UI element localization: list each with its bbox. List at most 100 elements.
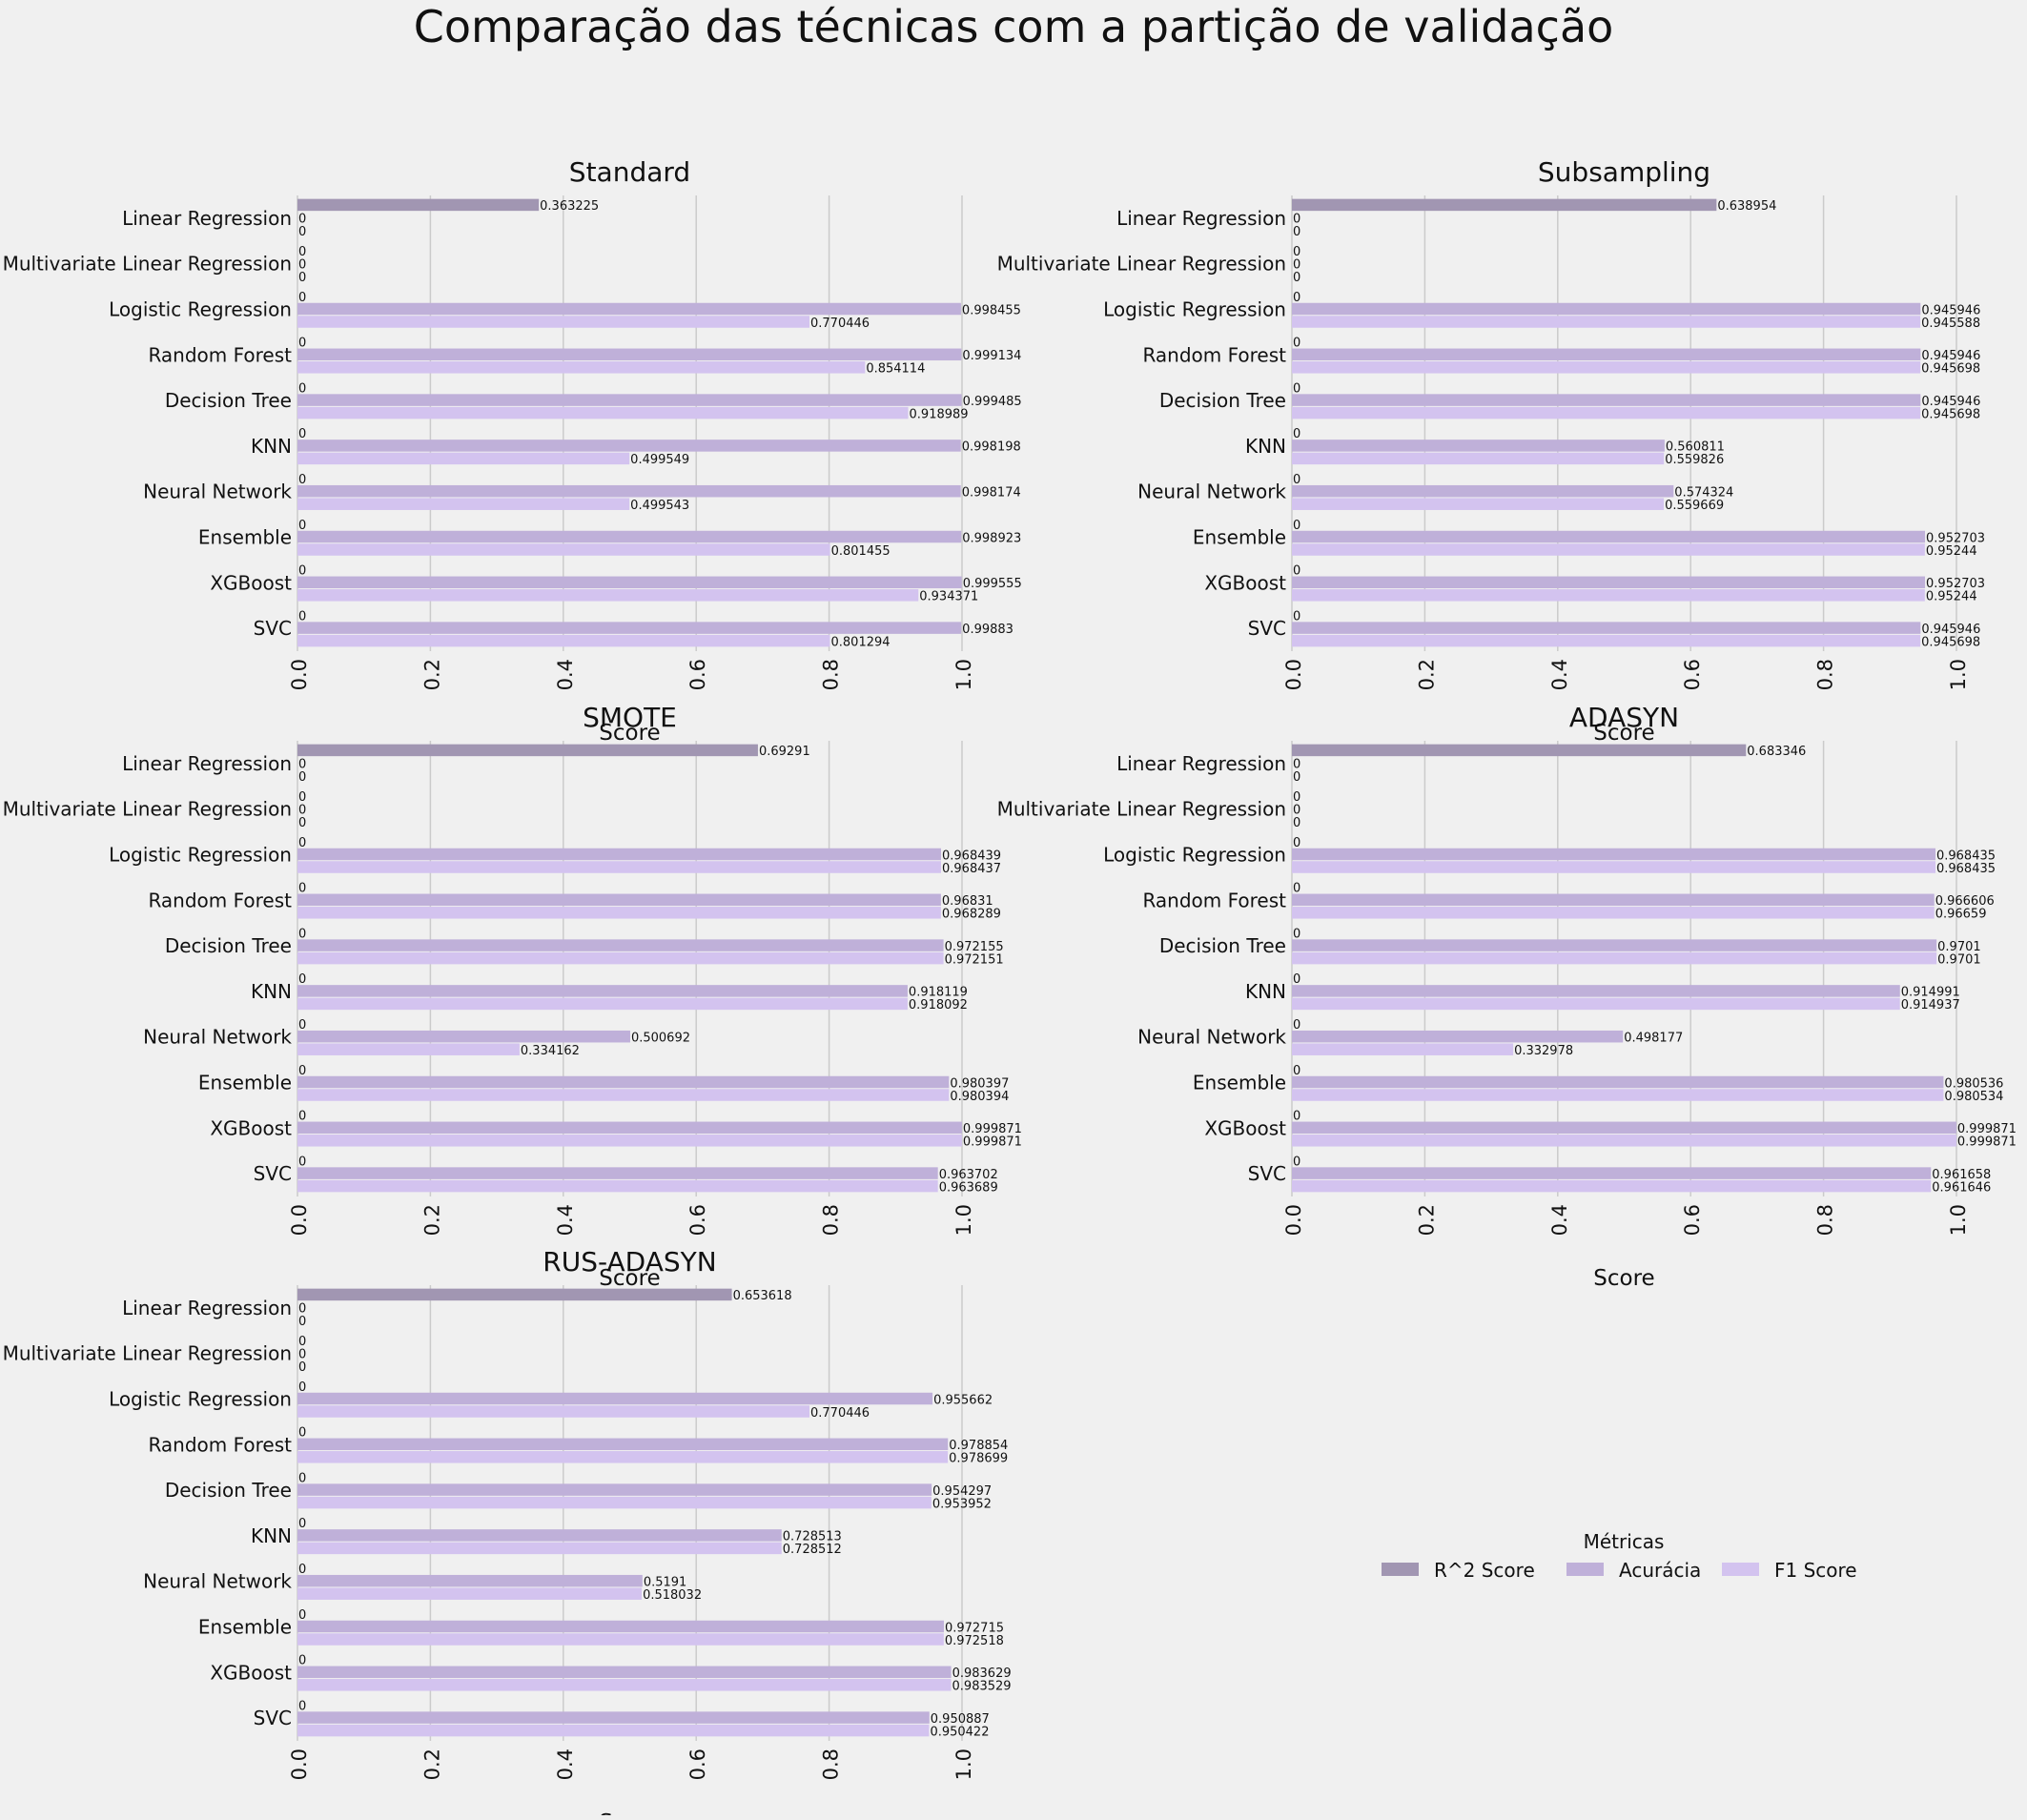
bar-value-label: 0.918092 — [909, 998, 968, 1012]
y-tick-label: Logistic Regression — [109, 1388, 292, 1411]
y-tick-label: Multivariate Linear Regression — [3, 253, 292, 276]
bar — [297, 1405, 810, 1418]
bar — [1292, 394, 1921, 406]
bar-value-label: 0 — [298, 1302, 306, 1317]
x-tick-label: 0.6 — [1681, 659, 1704, 690]
bar-value-label: 0 — [1293, 972, 1300, 987]
y-tick-label: Logistic Regression — [109, 298, 292, 321]
bar-value-label: 0.950887 — [931, 1712, 990, 1727]
bar-value-label: 0 — [298, 1347, 306, 1361]
bar-value-label: 0.770446 — [810, 1406, 870, 1421]
x-tick-label: 1.0 — [952, 1204, 975, 1236]
legend-swatch — [1566, 1563, 1604, 1576]
bar-value-label: 0.972715 — [945, 1621, 1004, 1635]
bar — [1292, 997, 1900, 1011]
bar — [297, 1711, 930, 1724]
y-tick-label: Random Forest — [148, 889, 292, 911]
bar-value-label: 0.998174 — [962, 485, 1021, 500]
y-tick-label: KNN — [251, 980, 292, 1003]
bar-value-label: 0.968435 — [1936, 849, 1996, 863]
bar-value-label: 0.638954 — [1717, 199, 1776, 214]
y-tick-label: Multivariate Linear Regression — [997, 798, 1286, 821]
bar — [1292, 316, 1921, 328]
x-tick-label: 0.6 — [686, 659, 709, 690]
bar — [1292, 951, 1937, 965]
x-axis-label: Score — [599, 1266, 660, 1291]
y-tick-label: Neural Network — [143, 481, 292, 503]
bar-value-label: 0.559669 — [1665, 499, 1724, 513]
bar — [1292, 543, 1925, 556]
x-tick-label: 0.0 — [288, 659, 311, 690]
bar — [1292, 530, 1926, 543]
bar-value-label: 0 — [298, 1471, 306, 1485]
bar — [1292, 939, 1937, 951]
bar-value-label: 0 — [298, 564, 306, 579]
subplot-title: SMOTE — [583, 702, 677, 733]
bar-value-label: 0 — [298, 1426, 306, 1441]
x-axis-label: Score — [1593, 721, 1654, 746]
bar-value-label: 0.953952 — [932, 1497, 992, 1511]
bar — [1292, 302, 1921, 316]
y-tick-label: Neural Network — [143, 1026, 292, 1049]
bar-value-label: 0.945946 — [1921, 349, 1980, 363]
bar — [297, 302, 961, 316]
bar-value-label: 0 — [298, 1064, 306, 1078]
bar-value-label: 0 — [298, 381, 306, 396]
bar-value-label: 0 — [298, 245, 306, 259]
bar-value-label: 0.500692 — [631, 1031, 690, 1045]
bar-value-label: 0.801294 — [831, 635, 891, 649]
bar-value-label: 0.945588 — [1921, 317, 1980, 331]
bar — [297, 634, 830, 647]
bar-value-label: 0 — [298, 291, 306, 305]
bar — [1292, 1121, 1956, 1135]
bar-value-label: 0 — [298, 213, 306, 227]
bar — [297, 1496, 932, 1509]
y-tick-label: SVC — [254, 1707, 292, 1729]
y-tick-label: Neural Network — [1137, 1026, 1286, 1049]
bar-value-label: 0 — [1293, 1155, 1300, 1169]
x-tick-label: 0.6 — [686, 1748, 709, 1780]
y-tick-label: SVC — [254, 617, 292, 640]
y-tick-label: Decision Tree — [1159, 934, 1286, 957]
bar-value-label: 0.952703 — [1926, 577, 1985, 591]
bar-value-label: 0.980397 — [950, 1076, 1009, 1091]
bar-value-label: 0.999485 — [963, 395, 1022, 409]
bar — [1292, 848, 1935, 861]
bar-value-label: 0.801455 — [831, 544, 891, 559]
bar-value-label: 0.499543 — [630, 499, 689, 513]
bar — [1292, 1043, 1514, 1055]
bar-value-label: 0 — [1293, 257, 1300, 272]
bar-value-label: 0.95244 — [1926, 590, 1977, 604]
bar-value-label: 0 — [298, 1380, 306, 1395]
bar-value-label: 0.978699 — [949, 1452, 1008, 1466]
y-tick-label: SVC — [254, 1162, 292, 1185]
legend-label: R^2 Score — [1434, 1559, 1535, 1582]
y-tick-label: Linear Regression — [1116, 207, 1286, 230]
y-tick-label: Random Forest — [1142, 889, 1286, 911]
bar-value-label: 0 — [1293, 790, 1300, 805]
legend: Métricas R^2 Score Acurácia F1 Score — [1382, 1530, 1857, 1582]
bar-value-label: 0 — [298, 1699, 306, 1713]
bar-value-label: 0.961658 — [1932, 1168, 1991, 1182]
x-axis-label: Score — [599, 1810, 660, 1815]
bar-value-label: 0.770446 — [810, 317, 870, 331]
bar-value-label: 0.945698 — [1921, 635, 1980, 649]
x-tick-label: 0.0 — [288, 1204, 311, 1236]
bar — [297, 1392, 933, 1405]
bar — [1292, 589, 1925, 602]
bar-value-label: 0.99883 — [962, 623, 1014, 637]
bar-value-label: 0.972518 — [945, 1634, 1004, 1648]
bar-value-label: 0 — [1293, 427, 1300, 441]
bar-value-label: 0 — [1293, 758, 1300, 772]
bar-value-label: 0.980534 — [1944, 1090, 2003, 1104]
bar-value-label: 0.999871 — [963, 1122, 1022, 1136]
bar-value-label: 0 — [298, 1335, 306, 1349]
subplot-subsampling: 0.0 0.2 0.4 0.6 0.8 1.0 Subsampling Score Linear… — [997, 156, 1986, 746]
bar — [1292, 452, 1665, 465]
bar — [297, 1724, 930, 1737]
bar-value-label: 0.559826 — [1665, 453, 1724, 467]
bar — [1292, 907, 1935, 919]
